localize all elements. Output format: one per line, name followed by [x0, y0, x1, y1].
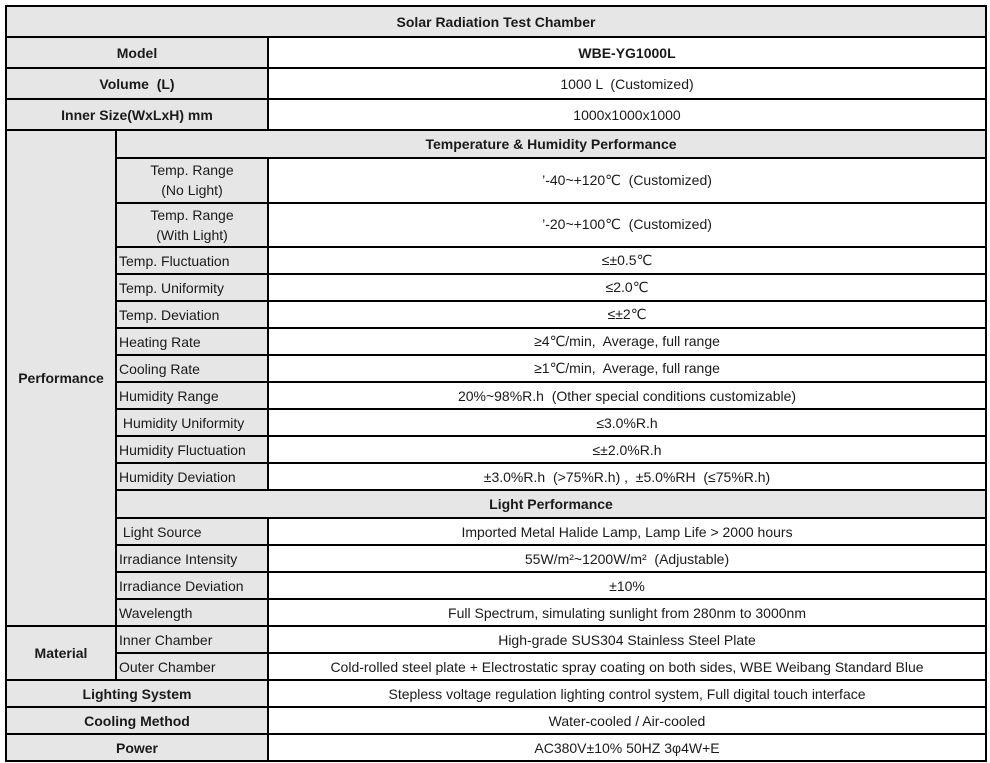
- table-row: Material Inner Chamber High-grade SUS304…: [5, 625, 988, 682]
- spec-param: Temp. Deviation: [115, 300, 269, 330]
- material-group-label: Material: [5, 625, 117, 682]
- spec-param: Inner Chamber: [115, 625, 269, 655]
- spec-value: Cold-rolled steel plate + Electrostatic …: [266, 652, 988, 682]
- spec-value: ≤±2.0%R.h: [266, 435, 988, 465]
- spec-value: Imported Metal Halide Lamp, Lamp Life > …: [266, 517, 988, 547]
- table-row: Volume (L) 1000 L (Customized): [5, 67, 988, 100]
- table-row: Heating Rate ≥4℃/min, Average, full rang…: [6, 327, 988, 357]
- table-row: Power AC380V±10% 50HZ 3φ4W+E: [5, 733, 988, 763]
- table-row: Humidity Deviation ±3.0%R.h (>75%R.h) , …: [6, 462, 988, 492]
- spec-param: Cooling Rate: [115, 354, 269, 384]
- table-row: Temp. Fluctuation ≤±0.5℃: [6, 246, 988, 276]
- spec-value: ’-20~+100℃ (Customized): [266, 201, 988, 249]
- spec-value: Full Spectrum, simulating sunlight from …: [266, 598, 988, 628]
- performance-group-label: Performance: [5, 128, 117, 628]
- table-row: Light Performance: [6, 489, 988, 520]
- inner-size-label: Inner Size(WxLxH) mm: [5, 98, 269, 131]
- table-row: Wavelength Full Spectrum, simulating sun…: [6, 598, 988, 628]
- spec-param: Heating Rate: [115, 327, 269, 357]
- volume-value: 1000 L (Customized): [266, 67, 988, 100]
- spec-value: ≥4℃/min, Average, full range: [266, 327, 988, 357]
- table-row: Lighting System Stepless voltage regulat…: [5, 679, 988, 709]
- table-row: Humidity Uniformity ≤3.0%R.h: [6, 408, 988, 438]
- inner-size-value: 1000x1000x1000: [266, 98, 988, 131]
- table-row: Inner Size(WxLxH) mm 1000x1000x1000: [5, 98, 988, 131]
- lighting-system-value: Stepless voltage regulation lighting con…: [266, 679, 988, 709]
- spec-value: ≥1℃/min, Average, full range: [266, 354, 988, 384]
- title-row: Solar Radiation Test Chamber: [4, 5, 988, 38]
- model-value: WBE-YG1000L: [266, 36, 988, 69]
- table-row: Humidity Range 20%~98%R.h (Other special…: [6, 381, 988, 411]
- table-row: Temp. Range (No Light) ’-40~+120℃ (Custo…: [6, 157, 988, 204]
- lighting-system-label: Lighting System: [5, 679, 269, 709]
- table-row: Temp. Deviation ≤±2℃: [6, 300, 988, 330]
- spec-value: ≤3.0%R.h: [266, 408, 988, 438]
- table-row: Light Source Imported Metal Halide Lamp,…: [6, 517, 988, 547]
- spec-param: Temp. Fluctuation: [115, 246, 269, 276]
- table-row: Temp. Range (With Light) ’-20~+100℃ (Cus…: [6, 201, 988, 249]
- power-label: Power: [5, 733, 269, 763]
- table-row: Cooling Rate ≥1℃/min, Average, full rang…: [6, 354, 988, 384]
- light-section-header: Light Performance: [114, 489, 988, 520]
- model-label: Model: [5, 36, 269, 69]
- spec-param: Irradiance Intensity: [115, 544, 269, 574]
- spec-param: Light Source: [115, 517, 269, 547]
- spec-param: Temp. Range (With Light): [115, 201, 269, 249]
- spec-value: ±10%: [266, 571, 988, 601]
- volume-label: Volume (L): [5, 67, 269, 100]
- spec-value: ≤±0.5℃: [266, 246, 988, 276]
- table-row: Model WBE-YG1000L: [5, 36, 988, 69]
- spec-param: Humidity Deviation: [115, 462, 269, 492]
- spec-param: Outer Chamber: [115, 652, 269, 682]
- table-row: Outer Chamber Cold-rolled steel plate + …: [6, 652, 988, 682]
- table-row: Irradiance Intensity 55W/m²~1200W/m² (Ad…: [6, 544, 988, 574]
- table-row: Irradiance Deviation ±10%: [6, 571, 988, 601]
- page-title: Solar Radiation Test Chamber: [4, 5, 988, 38]
- table-row: Temp. Uniformity ≤2.0℃: [6, 273, 988, 303]
- spec-value: 20%~98%R.h (Other special conditions cus…: [266, 381, 988, 411]
- spec-param: Humidity Fluctuation: [115, 435, 269, 465]
- spec-value: ’-40~+120℃ (Customized): [266, 157, 988, 204]
- spec-value: 55W/m²~1200W/m² (Adjustable): [266, 544, 988, 574]
- cooling-method-label: Cooling Method: [5, 706, 269, 736]
- table-row: Humidity Fluctuation ≤±2.0%R.h: [6, 435, 988, 465]
- table-row: Cooling Method Water-cooled / Air-cooled: [5, 706, 988, 736]
- cooling-method-value: Water-cooled / Air-cooled: [266, 706, 988, 736]
- spec-value: ±3.0%R.h (>75%R.h) , ±5.0%RH (≤75%R.h): [266, 462, 988, 492]
- spec-value: High-grade SUS304 Stainless Steel Plate: [266, 625, 988, 655]
- spec-param: Humidity Range: [115, 381, 269, 411]
- spec-param: Humidity Uniformity: [115, 408, 269, 438]
- spec-param: Temp. Range (No Light): [115, 157, 269, 204]
- spec-param: Temp. Uniformity: [115, 273, 269, 303]
- temp-humidity-section-header: Temperature & Humidity Performance: [114, 129, 988, 159]
- spec-param: Wavelength: [115, 598, 269, 628]
- table-row: Performance Temperature & Humidity Perfo…: [5, 128, 988, 628]
- spec-param: Irradiance Deviation: [115, 571, 269, 601]
- spec-value: ≤2.0℃: [266, 273, 988, 303]
- spec-table: Solar Radiation Test Chamber Model WBE-Y…: [4, 5, 988, 763]
- spec-value: ≤±2℃: [266, 300, 988, 330]
- power-value: AC380V±10% 50HZ 3φ4W+E: [266, 733, 988, 763]
